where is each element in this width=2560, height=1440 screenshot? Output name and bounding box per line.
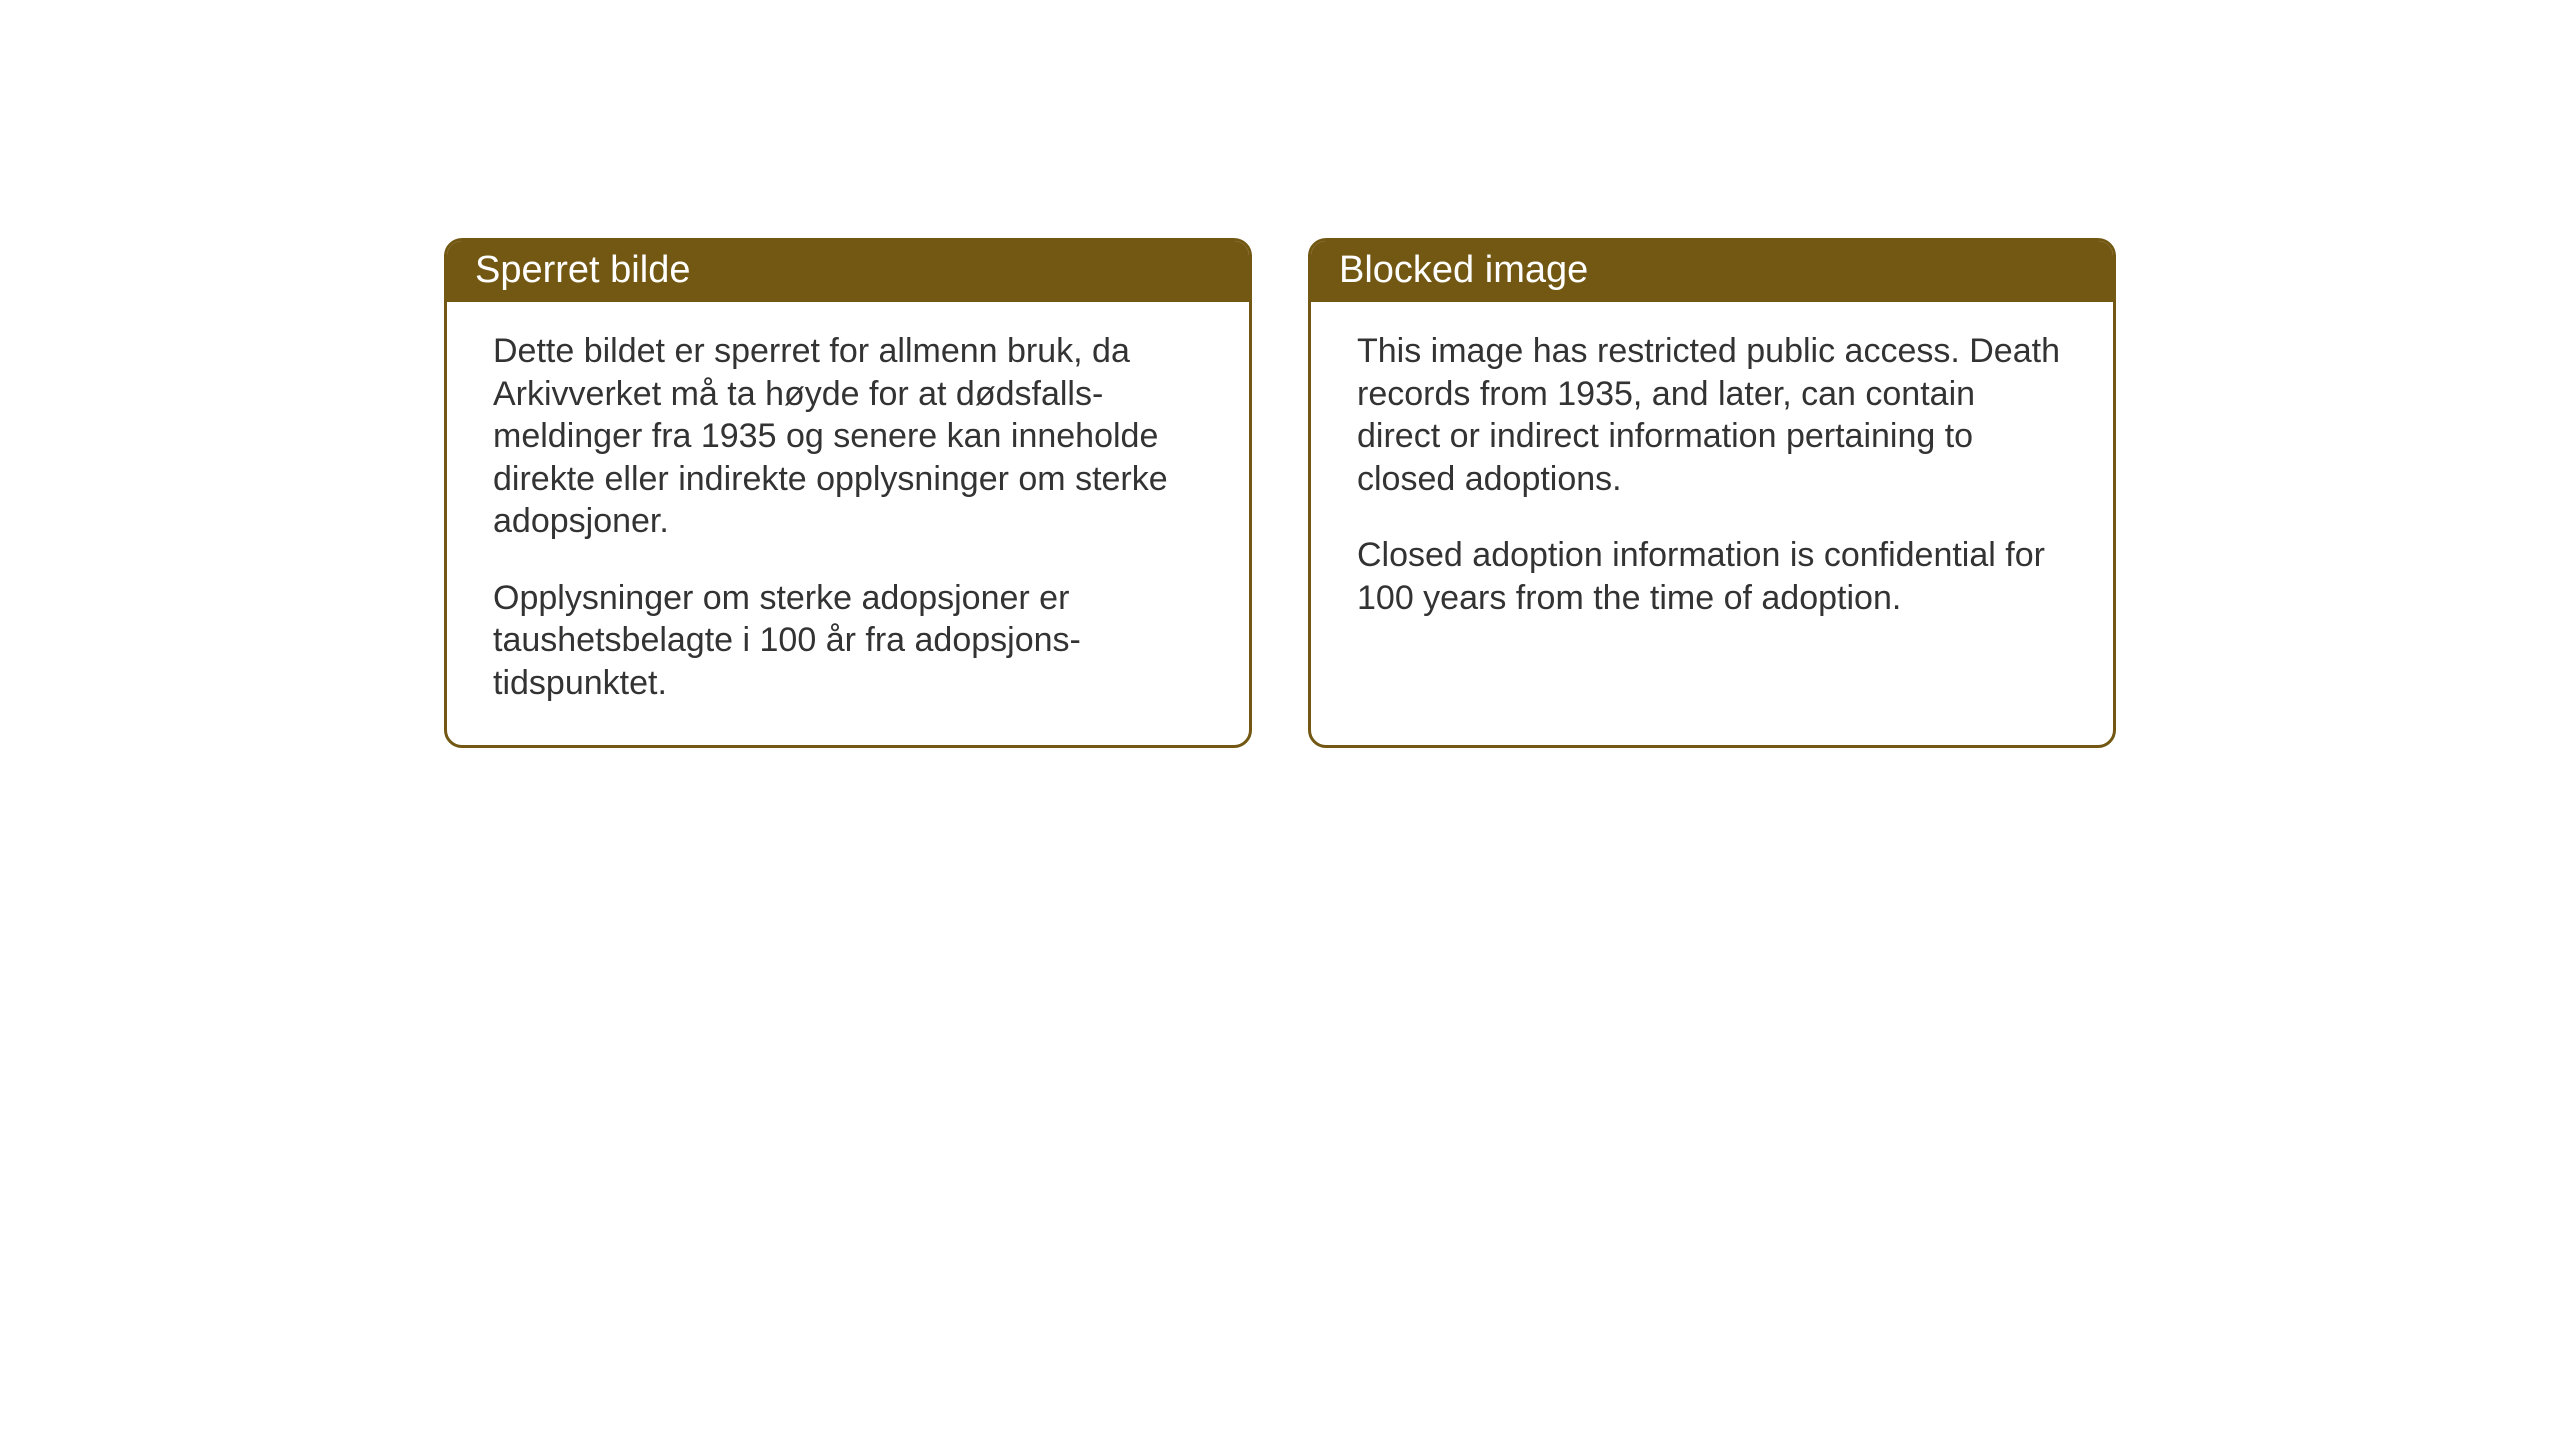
- norwegian-notice-title: Sperret bilde: [447, 241, 1249, 302]
- english-paragraph-2: Closed adoption information is confident…: [1357, 534, 2067, 619]
- norwegian-notice-body: Dette bildet er sperret for allmenn bruk…: [447, 302, 1249, 740]
- english-notice-title: Blocked image: [1311, 241, 2113, 302]
- english-notice-body: This image has restricted public access.…: [1311, 302, 2113, 655]
- norwegian-notice-box: Sperret bilde Dette bildet er sperret fo…: [444, 238, 1252, 748]
- norwegian-paragraph-1: Dette bildet er sperret for allmenn bruk…: [493, 330, 1203, 543]
- english-notice-box: Blocked image This image has restricted …: [1308, 238, 2116, 748]
- norwegian-paragraph-2: Opplysninger om sterke adopsjoner er tau…: [493, 577, 1203, 705]
- english-paragraph-1: This image has restricted public access.…: [1357, 330, 2067, 500]
- notice-container: Sperret bilde Dette bildet er sperret fo…: [444, 238, 2116, 748]
